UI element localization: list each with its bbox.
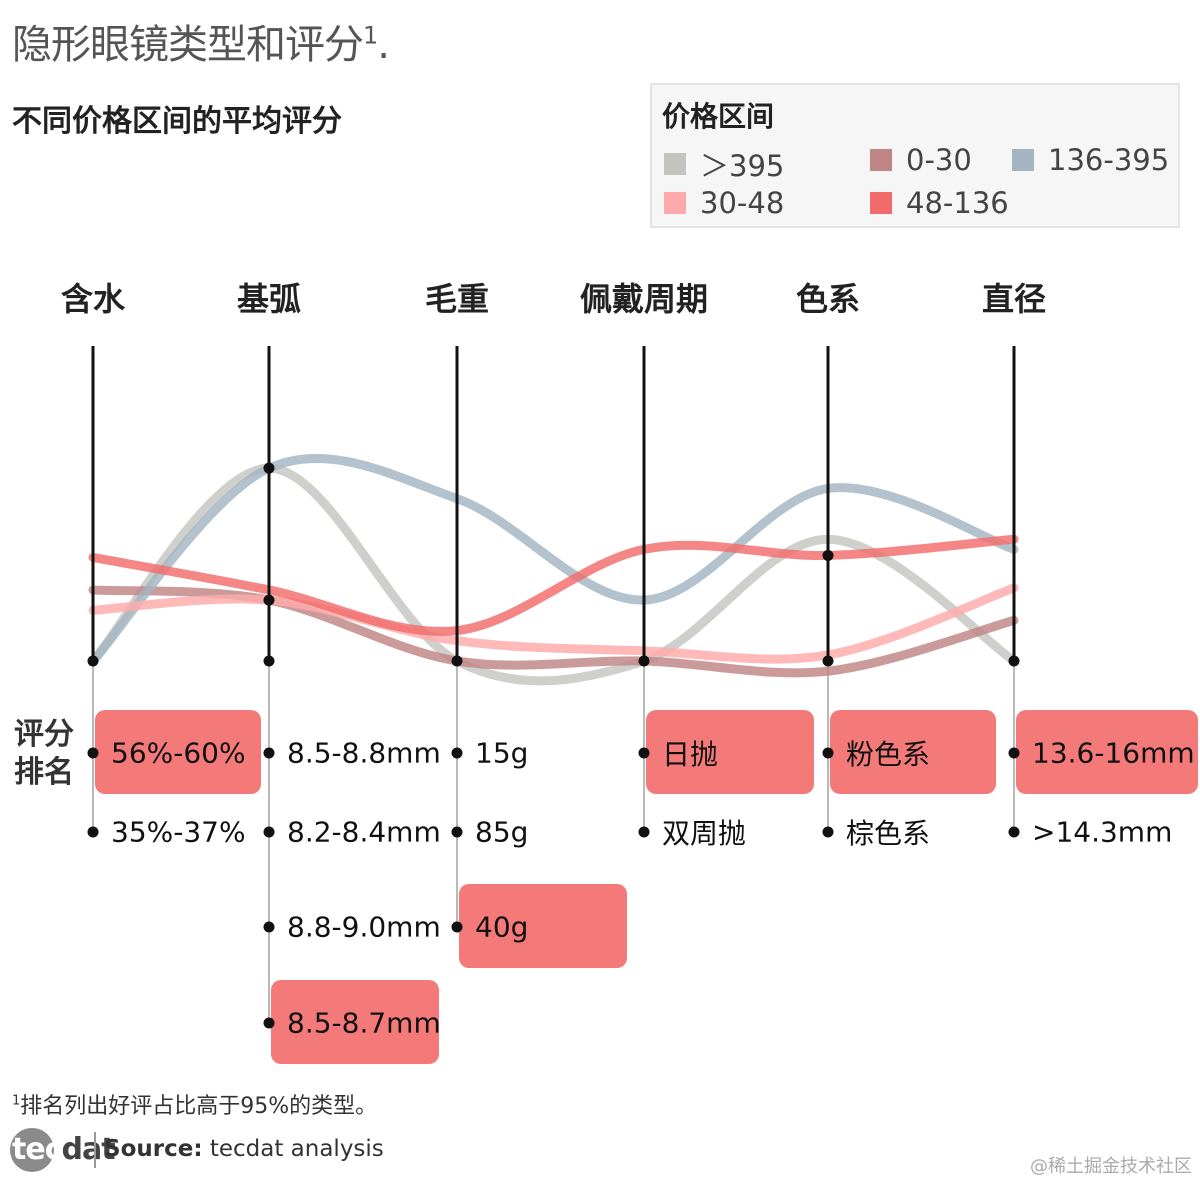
footer-divider [94, 1132, 96, 1168]
category-label: 8.5-8.8mm [287, 736, 441, 770]
footnote: 1排名列出好评占比高于95%的类型。 [12, 1093, 378, 1119]
legend: 价格区间 ＞395 0-30 136-395 30-48 48-136 [650, 83, 1180, 228]
category-label: 35%-37% [111, 815, 246, 849]
axis-base-dot [263, 655, 275, 667]
highlight-box [646, 710, 814, 794]
axis-base-dot [638, 655, 650, 667]
category-dot [1008, 826, 1020, 838]
category-label: 8.2-8.4mm [287, 815, 441, 849]
highlight-box [1016, 710, 1198, 794]
category-dot [263, 747, 275, 759]
category-dot [451, 921, 463, 933]
category-label: 双周抛 [662, 817, 747, 850]
axis-label: 毛重 [424, 280, 490, 318]
legend-swatch [870, 149, 892, 171]
category-dot [638, 826, 650, 838]
legend-swatch [870, 192, 892, 214]
highlight-box [95, 710, 261, 794]
category-label: 15g [475, 736, 529, 770]
category-dot [1008, 747, 1020, 759]
legend-swatch [664, 153, 686, 175]
category-label: 日抛 [662, 738, 719, 771]
legend-title: 价格区间 [662, 100, 775, 133]
legend-item: 136-395 [1012, 143, 1169, 177]
series-line [88, 534, 1019, 636]
series-line [88, 463, 1019, 686]
chart-subtitle: 不同价格区间的平均评分 [12, 104, 342, 139]
category-label: 8.8-9.0mm [287, 910, 441, 944]
category-label: 粉色系 [846, 738, 931, 771]
axis-base-dot [87, 655, 99, 667]
category-dot [263, 921, 275, 933]
category-dot [822, 826, 834, 838]
legend-swatch [1012, 149, 1034, 171]
series-line [88, 453, 1019, 666]
category-label: 40g [475, 910, 529, 944]
category-dot [822, 747, 834, 759]
category-dot [451, 826, 463, 838]
axis-base-dot [451, 655, 463, 667]
axis-value-dot [822, 549, 834, 561]
axis-label: 含水 [60, 280, 126, 318]
category-dot [87, 826, 99, 838]
tecdat-logo: tecdat [10, 1128, 116, 1174]
legend-item: 0-30 [870, 143, 972, 177]
axis-base-dot [1008, 655, 1020, 667]
source-text: Source: tecdat analysis [104, 1136, 384, 1162]
highlight-box [459, 884, 627, 968]
chart-title: 隐形眼镜类型和评分1. [12, 21, 390, 68]
category-dot [638, 747, 650, 759]
highlight-box [830, 710, 996, 794]
legend-item: 30-48 [664, 186, 784, 220]
axis-value-dot [263, 462, 275, 474]
category-dot [451, 747, 463, 759]
axis-label: 色系 [795, 280, 861, 318]
axis-label: 佩戴周期 [579, 280, 709, 318]
legend-item: 48-136 [870, 186, 1009, 220]
category-label: 85g [475, 815, 529, 849]
category-dot [263, 826, 275, 838]
axis-label: 基弧 [236, 280, 302, 318]
watermark: @稀土掘金技术社区 [1030, 1156, 1192, 1177]
category-label: 棕色系 [846, 817, 931, 850]
highlight-box [271, 980, 439, 1064]
axis-label: 直径 [981, 280, 1047, 318]
rank-label: 评分 排名 [14, 717, 74, 790]
axis-base-dot [822, 655, 834, 667]
category-dot [87, 747, 99, 759]
legend-item: ＞395 [664, 143, 784, 185]
legend-swatch [664, 192, 686, 214]
series-line [88, 583, 1019, 664]
category-dot [263, 1017, 275, 1029]
category-label: >14.3mm [1032, 815, 1173, 849]
category-label: 8.5-8.7mm [287, 1006, 441, 1040]
category-label: 56%-60% [111, 736, 246, 770]
category-label: 13.6-16mm [1032, 736, 1195, 770]
title-footnote-marker: 1 [363, 21, 378, 50]
axis-value-dot [263, 594, 275, 606]
